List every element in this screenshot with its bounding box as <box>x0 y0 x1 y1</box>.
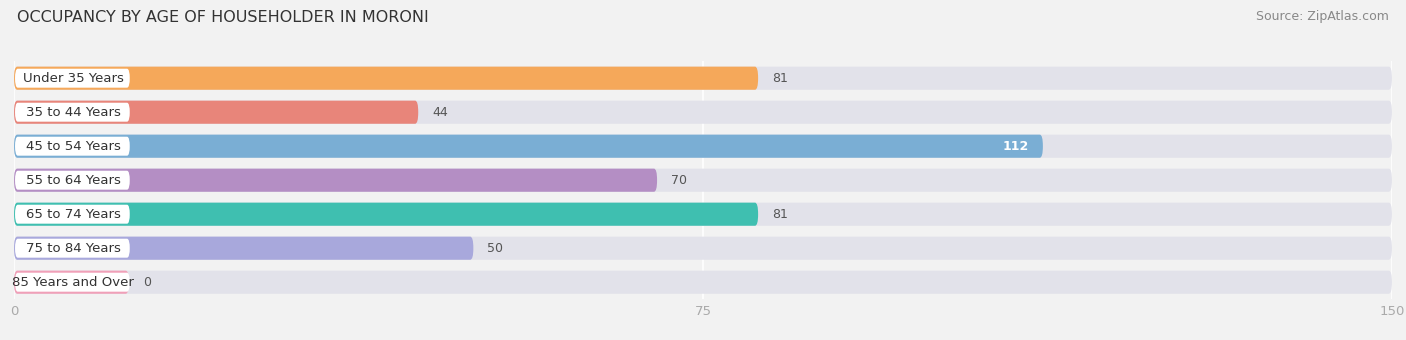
FancyBboxPatch shape <box>15 69 129 88</box>
Text: 81: 81 <box>772 208 787 221</box>
FancyBboxPatch shape <box>15 273 129 292</box>
FancyBboxPatch shape <box>15 171 129 190</box>
FancyBboxPatch shape <box>14 101 1392 124</box>
FancyBboxPatch shape <box>15 205 129 224</box>
FancyBboxPatch shape <box>14 135 1392 158</box>
Text: 44: 44 <box>432 106 447 119</box>
Text: Source: ZipAtlas.com: Source: ZipAtlas.com <box>1256 10 1389 23</box>
FancyBboxPatch shape <box>14 101 418 124</box>
FancyBboxPatch shape <box>14 67 758 90</box>
Text: 70: 70 <box>671 174 688 187</box>
FancyBboxPatch shape <box>15 137 129 156</box>
FancyBboxPatch shape <box>14 67 1392 90</box>
FancyBboxPatch shape <box>14 271 1392 294</box>
FancyBboxPatch shape <box>14 169 1392 192</box>
FancyBboxPatch shape <box>14 135 1043 158</box>
FancyBboxPatch shape <box>14 237 474 260</box>
Text: 55 to 64 Years: 55 to 64 Years <box>25 174 121 187</box>
Text: 85 Years and Over: 85 Years and Over <box>13 276 134 289</box>
FancyBboxPatch shape <box>14 169 657 192</box>
FancyBboxPatch shape <box>15 103 129 122</box>
Text: 81: 81 <box>772 72 787 85</box>
Text: 50: 50 <box>486 242 503 255</box>
Text: 112: 112 <box>1002 140 1029 153</box>
Text: OCCUPANCY BY AGE OF HOUSEHOLDER IN MORONI: OCCUPANCY BY AGE OF HOUSEHOLDER IN MORON… <box>17 10 429 25</box>
FancyBboxPatch shape <box>15 239 129 258</box>
Text: 45 to 54 Years: 45 to 54 Years <box>25 140 121 153</box>
Text: Under 35 Years: Under 35 Years <box>22 72 124 85</box>
Text: 65 to 74 Years: 65 to 74 Years <box>25 208 121 221</box>
Text: 75 to 84 Years: 75 to 84 Years <box>25 242 121 255</box>
FancyBboxPatch shape <box>14 203 1392 226</box>
FancyBboxPatch shape <box>14 271 129 294</box>
FancyBboxPatch shape <box>14 237 1392 260</box>
FancyBboxPatch shape <box>14 203 758 226</box>
Text: 35 to 44 Years: 35 to 44 Years <box>25 106 121 119</box>
Text: 0: 0 <box>142 276 150 289</box>
